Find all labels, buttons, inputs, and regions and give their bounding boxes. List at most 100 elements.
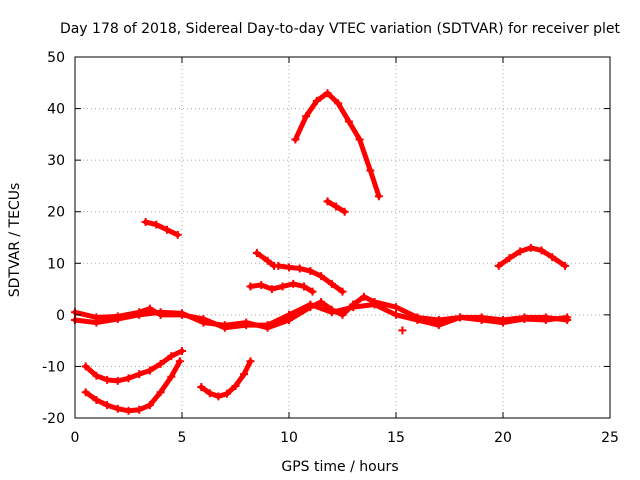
data-point — [252, 248, 261, 257]
data-point — [374, 192, 383, 201]
plot-frame — [74, 56, 611, 419]
chart-title: Day 178 of 2018, Sidereal Day-to-day VTE… — [60, 21, 621, 37]
data-point — [152, 220, 161, 229]
data-point — [103, 375, 112, 384]
data-point — [289, 279, 298, 288]
data-point — [242, 321, 251, 330]
data-point — [340, 207, 349, 216]
x-tick-label: 5 — [178, 430, 187, 446]
data-point — [156, 359, 165, 368]
x-tick-label: 15 — [387, 430, 405, 446]
data-point — [477, 316, 486, 325]
y-tick-label: 20 — [47, 205, 65, 221]
series-arc-9 — [274, 261, 347, 296]
data-point — [312, 96, 321, 105]
data-point — [263, 256, 272, 265]
data-point — [392, 303, 400, 312]
y-ticks: -20 -10 0 10 20 30 40 50 — [42, 50, 610, 427]
data-point — [398, 326, 407, 335]
data-point — [231, 382, 240, 391]
data-point — [563, 313, 572, 322]
grid — [75, 57, 610, 418]
series-arc-18 — [141, 218, 182, 239]
y-tick-label: -10 — [42, 359, 65, 375]
x-tick-label: 0 — [71, 430, 80, 446]
y-tick-label: 30 — [47, 153, 65, 169]
data-point — [494, 261, 503, 270]
data-point — [327, 308, 336, 317]
data-point — [163, 225, 172, 234]
x-tick-label: 10 — [280, 430, 298, 446]
data-point — [548, 253, 557, 262]
data-point — [355, 135, 364, 144]
data-point — [220, 323, 229, 332]
data-point — [124, 374, 133, 383]
data-points — [71, 89, 572, 415]
series-arc-neg15 — [81, 357, 184, 415]
x-ticks: 0 5 10 15 20 25 — [71, 57, 619, 446]
x-axis-label: GPS time / hours — [281, 459, 398, 475]
data-point — [308, 287, 317, 296]
data-point — [156, 310, 165, 319]
y-tick-label: 40 — [47, 102, 65, 118]
series-arc-peak — [291, 89, 383, 201]
data-point — [349, 303, 358, 312]
data-point — [145, 366, 154, 375]
data-point — [317, 297, 326, 306]
data-point — [124, 406, 133, 415]
data-point — [135, 308, 144, 317]
data-point — [306, 300, 315, 309]
y-axis-label: SDTVAR / TECUs — [7, 183, 23, 298]
data-point — [299, 282, 308, 291]
series-arc-right — [494, 243, 570, 270]
data-point — [359, 292, 368, 301]
data-point — [240, 370, 249, 379]
data-point — [175, 357, 184, 366]
data-point — [370, 300, 379, 309]
y-tick-label: -20 — [42, 411, 65, 427]
data-point — [366, 166, 375, 175]
data-point — [291, 135, 300, 144]
data-point — [103, 401, 112, 410]
data-point — [178, 310, 186, 319]
data-point — [135, 405, 144, 414]
data-point — [92, 313, 101, 322]
data-point — [274, 261, 283, 270]
data-point — [306, 267, 315, 276]
data-point — [113, 404, 122, 413]
data-point — [178, 346, 186, 355]
series-arc-12 — [252, 248, 279, 270]
data-point — [92, 371, 101, 380]
series-baseline-b — [71, 300, 572, 332]
series-line — [254, 250, 277, 269]
data-point — [434, 321, 443, 330]
data-point — [541, 316, 550, 325]
series-line — [143, 219, 181, 238]
data-point — [561, 261, 570, 270]
data-point — [323, 197, 332, 206]
data-point — [392, 310, 400, 319]
data-point — [323, 89, 332, 98]
data-point — [278, 282, 287, 291]
data-point — [135, 370, 144, 379]
data-point — [214, 392, 223, 401]
data-point — [516, 247, 525, 256]
series-arc-neg10 — [81, 346, 186, 385]
data-point — [113, 312, 122, 321]
series-arc-neg14 — [197, 357, 255, 401]
data-point — [246, 357, 255, 366]
data-point — [173, 230, 182, 239]
data-point — [263, 321, 272, 330]
data-point — [317, 272, 326, 281]
data-point — [167, 372, 176, 381]
data-point — [145, 304, 154, 313]
y-tick-label: 10 — [47, 256, 65, 272]
y-tick-label: 0 — [56, 308, 65, 324]
data-point — [199, 314, 208, 323]
y-tick-label: 50 — [47, 50, 65, 66]
data-point — [267, 285, 276, 294]
series-arc-6 — [246, 279, 317, 296]
data-point — [81, 388, 90, 397]
data-point — [338, 287, 347, 296]
